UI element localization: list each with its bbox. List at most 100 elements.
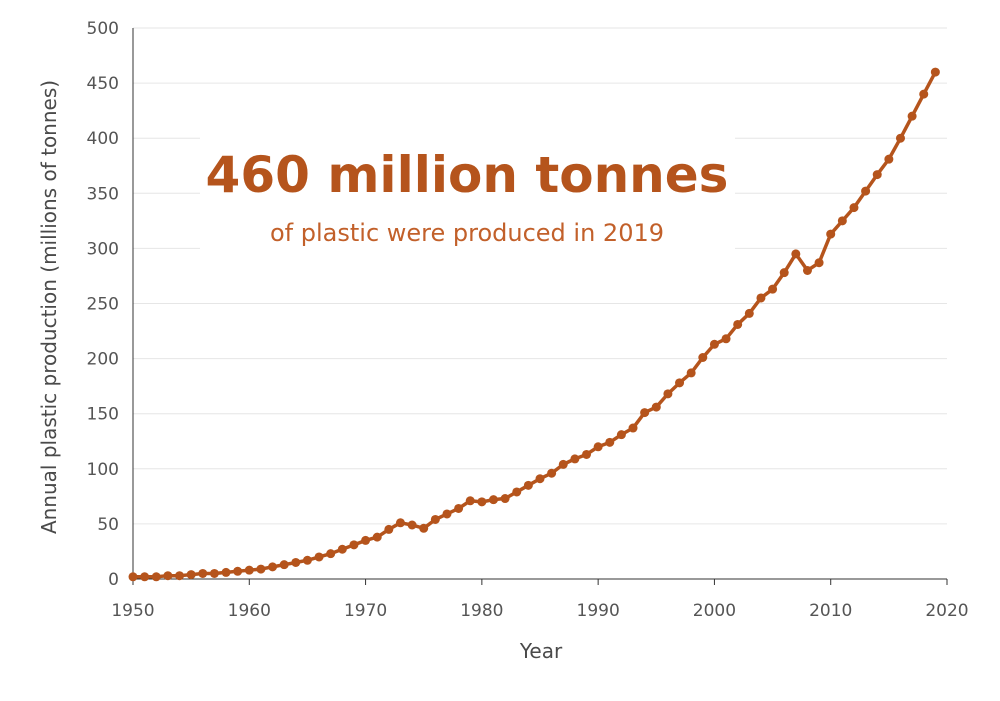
x-tick-label: 2020 <box>925 601 968 621</box>
axes <box>132 28 948 585</box>
y-tick-label: 300 <box>87 239 119 259</box>
data-point <box>314 552 324 562</box>
data-point <box>186 570 196 580</box>
data-point <box>814 258 824 268</box>
y-axis-title: Annual plastic production (millions of t… <box>37 80 61 534</box>
data-point <box>209 568 219 578</box>
data-point <box>837 216 847 226</box>
data-point <box>523 480 533 490</box>
annotation-headline: 460 million tonnes <box>206 146 729 204</box>
data-point <box>756 293 766 303</box>
data-point <box>593 442 603 452</box>
data-point <box>570 454 580 464</box>
data-point <box>268 562 278 572</box>
data-point <box>582 449 592 459</box>
data-point <box>849 203 859 213</box>
data-point <box>930 67 940 77</box>
y-tick-label: 500 <box>87 19 119 39</box>
data-point <box>198 568 208 578</box>
x-axis-title: Year <box>519 639 563 663</box>
data-point <box>465 496 475 506</box>
data-point <box>477 497 487 507</box>
data-point <box>128 572 138 582</box>
grid-lines <box>133 27 947 525</box>
data-point <box>675 378 685 388</box>
y-tick-labels: 0 50 100 150 200 250 300 350 400 450 500 <box>87 19 119 590</box>
y-tick-label: 350 <box>87 184 119 204</box>
data-point <box>326 549 336 559</box>
data-point <box>151 572 161 582</box>
data-point <box>419 523 429 533</box>
x-tick-label: 1980 <box>460 601 503 621</box>
x-tick-labels: 1950 1960 1970 1980 1990 2000 2010 2020 <box>111 601 968 621</box>
data-point <box>663 389 673 399</box>
data-point <box>651 402 661 412</box>
data-point <box>640 408 650 418</box>
data-point <box>547 468 557 478</box>
data-point <box>140 572 150 582</box>
series-production <box>128 67 940 582</box>
data-point <box>698 352 708 362</box>
data-point <box>884 154 894 164</box>
data-point <box>361 535 371 545</box>
data-point <box>233 566 243 576</box>
data-point <box>895 133 905 143</box>
data-point <box>872 170 882 180</box>
x-tick-label: 1970 <box>344 601 387 621</box>
y-tick-label: 400 <box>87 129 119 149</box>
data-point <box>535 474 545 484</box>
data-point <box>826 229 836 239</box>
data-point <box>279 560 289 570</box>
data-point <box>686 368 696 378</box>
data-point <box>488 495 498 505</box>
data-point <box>244 565 254 575</box>
data-point <box>907 111 917 121</box>
y-tick-label: 250 <box>87 295 119 315</box>
data-point <box>175 571 185 581</box>
data-point <box>628 423 638 433</box>
data-point <box>407 520 417 530</box>
data-point <box>302 555 312 565</box>
annotation-background <box>200 125 735 275</box>
data-point <box>430 514 440 524</box>
series-line <box>131 70 938 579</box>
data-point <box>616 430 626 440</box>
y-tick-label: 450 <box>87 74 119 94</box>
data-point <box>605 437 615 447</box>
x-tick-label: 1960 <box>228 601 271 621</box>
data-point <box>442 509 452 519</box>
data-point <box>163 571 173 581</box>
data-point <box>395 518 405 528</box>
data-point <box>291 557 301 567</box>
data-point <box>372 532 382 542</box>
x-tick-label: 2010 <box>809 601 852 621</box>
data-point <box>454 503 464 513</box>
data-point <box>512 487 522 497</box>
data-point <box>349 540 359 550</box>
data-point <box>221 567 231 577</box>
data-point <box>721 334 731 344</box>
data-point <box>861 186 871 196</box>
data-point <box>779 268 789 278</box>
data-point <box>709 339 719 349</box>
y-tick-label: 0 <box>108 570 119 590</box>
x-tick-label: 1990 <box>577 601 620 621</box>
data-point <box>500 494 510 504</box>
y-tick-label: 200 <box>87 350 119 370</box>
x-tick-label: 2000 <box>693 601 736 621</box>
data-point <box>802 265 812 275</box>
data-point <box>744 308 754 318</box>
data-point <box>919 89 929 99</box>
y-tick-label: 150 <box>87 405 119 425</box>
data-point <box>558 459 568 469</box>
data-point <box>791 249 801 259</box>
x-tick-label: 1950 <box>111 601 154 621</box>
data-point <box>384 524 394 534</box>
data-point <box>733 319 743 329</box>
y-tick-label: 50 <box>97 515 119 535</box>
data-point <box>337 544 347 554</box>
data-point <box>256 564 266 574</box>
data-point <box>768 284 778 294</box>
y-tick-label: 100 <box>87 460 119 480</box>
